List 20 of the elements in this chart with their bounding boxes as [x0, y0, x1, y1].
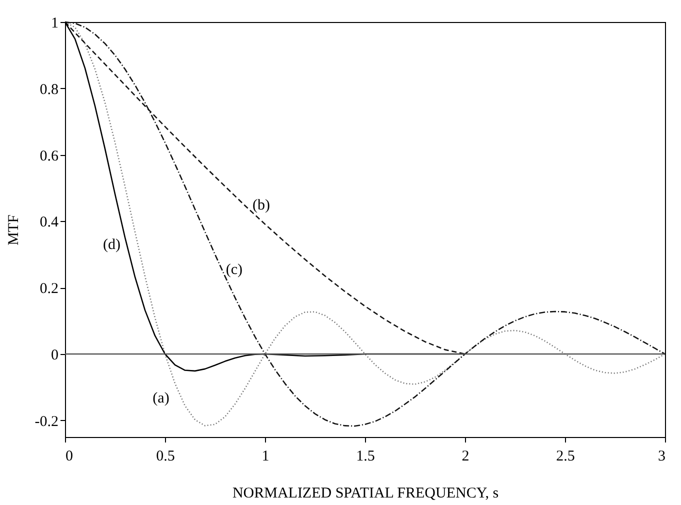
x-tick-label: 0.5: [156, 448, 175, 464]
x-tick-label: 3: [658, 448, 666, 464]
y-tick-label: 0: [51, 348, 58, 364]
x-tick-label: 1.5: [356, 448, 375, 464]
x-tick-label: 1: [262, 448, 270, 464]
y-tick-label: 0.2: [40, 281, 58, 298]
y-tick-label: 0.8: [40, 82, 58, 98]
y-tick-label: 0.4: [40, 214, 59, 231]
x-axis-title: NORMALIZED SPATIAL FREQUENCY, s: [232, 486, 499, 502]
x-tick-label: 2: [462, 448, 470, 464]
y-tick-label: -0.2: [34, 414, 58, 430]
y-tick-label: 0.6: [40, 148, 59, 164]
y-tick-label: 1: [51, 16, 58, 32]
annotation: (b): [252, 198, 270, 214]
annotation: (d): [103, 237, 121, 254]
x-tick-label: 0: [66, 448, 73, 464]
annotation: (c): [226, 262, 243, 278]
x-tick-label: 2.5: [556, 448, 575, 464]
y-axis-title: MTF: [6, 214, 22, 246]
annotation: (a): [152, 390, 170, 407]
